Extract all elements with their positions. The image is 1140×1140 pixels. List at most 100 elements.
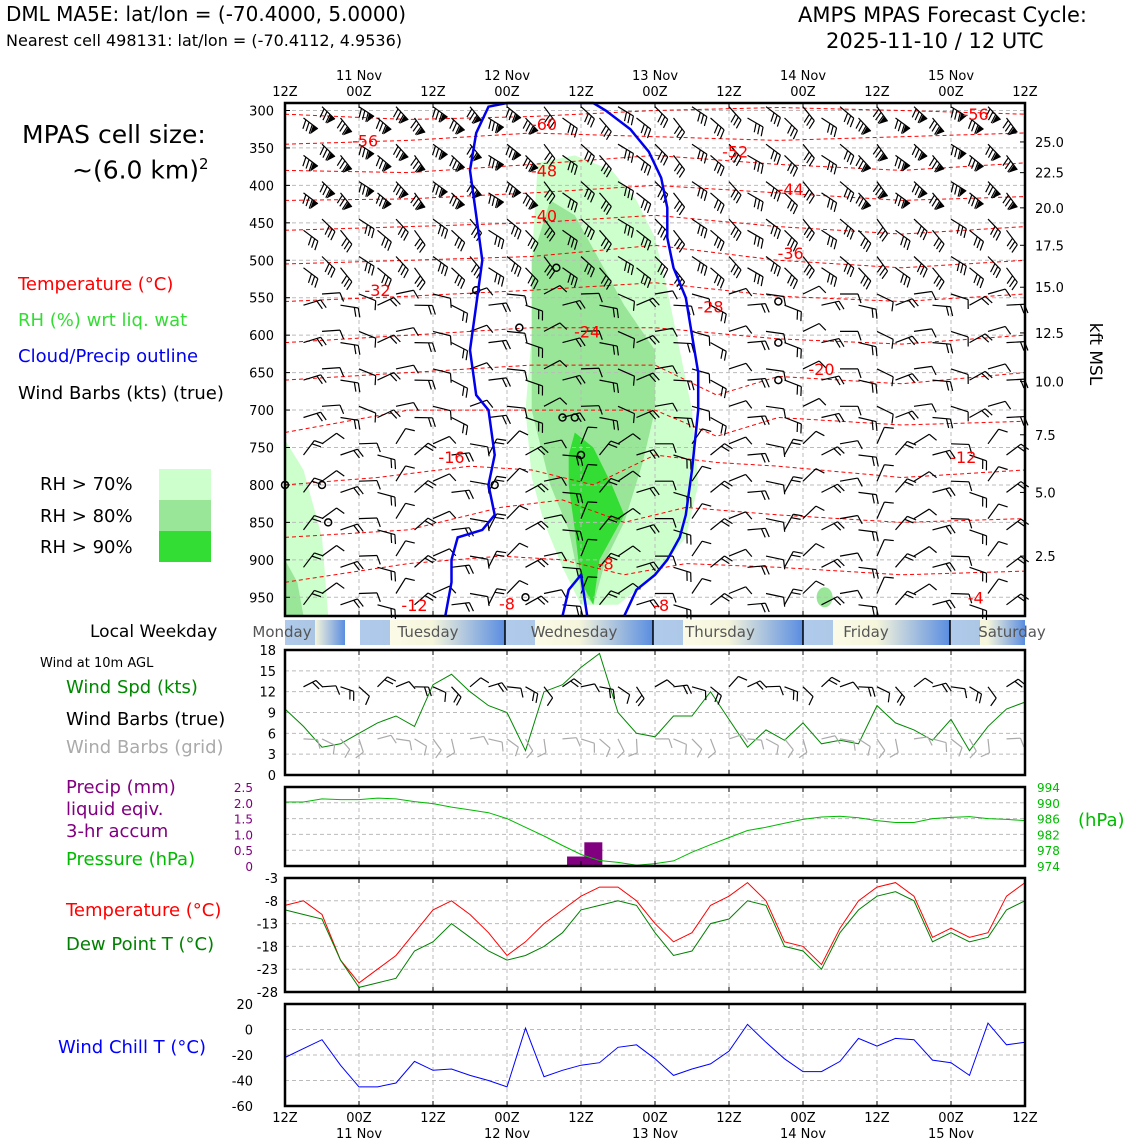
legend-pressure: Pressure (hPa): [66, 849, 196, 870]
pressure-tick-label: 982: [1037, 828, 1060, 842]
upper-wind-barb: [765, 518, 786, 532]
barb-feather: [575, 737, 581, 747]
barb-feather: [849, 267, 855, 278]
pressure-tick-label: 600: [249, 329, 274, 344]
barb-feather: [600, 162, 607, 172]
barb-shaft: [802, 256, 815, 271]
upper-wind-barb: [747, 192, 764, 212]
barb-feather: [464, 565, 471, 575]
barb-feather: [796, 347, 799, 358]
surface-wind-barb-grid: [876, 738, 886, 759]
upper-wind-barb: [414, 517, 437, 531]
barb-feather: [538, 384, 540, 395]
barb-shaft: [783, 476, 794, 493]
legend-liquid: liquid eqiv.: [66, 799, 164, 820]
barb-feather: [908, 412, 916, 421]
surface-wind-barb-grid: [340, 738, 351, 758]
barb-feather: [672, 481, 677, 491]
barb-feather: [764, 528, 770, 538]
barb-feather: [838, 375, 845, 385]
wind-tick-label: 18: [259, 644, 276, 659]
barb-feather: [900, 199, 905, 209]
barb-feather: [686, 459, 688, 469]
temperature-label: -12: [401, 596, 427, 615]
barb-shaft: [377, 454, 396, 461]
upper-wind-barb: [913, 328, 937, 338]
barb-feather: [753, 160, 757, 170]
barb-feather: [431, 145, 436, 156]
barb-shaft: [710, 229, 725, 243]
barb-feather: [900, 235, 905, 246]
upper-wind-barb: [522, 154, 539, 173]
upper-wind-barb: [655, 480, 677, 491]
barb-feather: [587, 190, 592, 200]
upper-wind-barb: [728, 181, 742, 204]
barb-feather: [733, 154, 739, 164]
barb-feather: [387, 279, 392, 289]
barb-feather: [494, 272, 498, 283]
barb-feather: [632, 338, 636, 349]
upper-wind-barb: [821, 267, 838, 287]
surface-wind-barb-grid: [707, 738, 717, 759]
barb-feather: [495, 198, 499, 209]
barb-feather: [967, 374, 969, 384]
upper-wind-barb: [655, 443, 677, 453]
top-time-tick-label: 00Z: [642, 85, 668, 100]
barb-shaft: [969, 491, 987, 499]
barb-shaft: [932, 267, 945, 282]
barb-feather: [716, 164, 722, 174]
upper-wind-barb: [392, 181, 409, 199]
barb-shaft: [506, 256, 522, 269]
barb-shaft: [580, 683, 595, 688]
barb-feather: [643, 163, 649, 174]
barb-shaft: [858, 229, 872, 244]
upper-wind-barb: [487, 588, 507, 606]
legend-temperature-lower: Temperature (°C): [66, 900, 222, 921]
upper-wind-barb: [319, 181, 336, 199]
barb-pennant: [878, 116, 888, 125]
barb-feather: [891, 376, 894, 387]
barb-pennant: [862, 126, 871, 136]
upper-wind-barb: [525, 416, 544, 433]
upper-wind-barb: [562, 491, 584, 504]
barb-feather: [341, 201, 348, 210]
barb-shaft: [728, 734, 743, 740]
barb-feather: [857, 440, 863, 450]
upper-wind-barb: [1006, 267, 1018, 291]
barb-shaft: [673, 342, 692, 345]
barb-feather: [466, 108, 473, 118]
barb-feather: [701, 540, 712, 545]
barb-shaft: [876, 501, 885, 519]
upper-wind-barb: [506, 218, 522, 240]
pressure-tick-label: 974: [1037, 860, 1060, 874]
barb-shaft: [358, 592, 378, 595]
barb-feather: [806, 267, 813, 276]
barb-shaft: [950, 443, 970, 446]
barb-shaft: [525, 229, 539, 244]
barb-feather: [435, 110, 440, 121]
barb-feather: [519, 505, 529, 511]
barb-feather: [783, 559, 786, 570]
barb-feather: [316, 739, 321, 749]
upper-wind-barb: [765, 330, 787, 344]
barb-feather: [720, 424, 724, 434]
barb-feather: [904, 593, 914, 599]
barb-feather: [662, 156, 669, 166]
barb-shaft: [839, 514, 858, 520]
upper-wind-barb: [636, 154, 652, 176]
barb-shaft: [580, 738, 595, 744]
barb-feather: [672, 555, 677, 566]
barb-feather: [410, 194, 417, 204]
barb-shaft: [340, 304, 359, 309]
upper-wind-barb: [950, 592, 973, 604]
upper-wind-barb: [783, 476, 803, 493]
barb-feather: [308, 161, 313, 172]
barb-feather: [546, 155, 553, 164]
surface-wind-barb-true: [710, 686, 722, 705]
barb-feather: [640, 123, 645, 134]
chill-tick-label: -20: [232, 1049, 253, 1064]
upper-wind-barb: [303, 336, 327, 347]
barb-shaft: [821, 412, 840, 419]
barb-feather: [365, 150, 369, 160]
cycle-title: AMPS MPAS Forecast Cycle:: [798, 3, 1087, 27]
